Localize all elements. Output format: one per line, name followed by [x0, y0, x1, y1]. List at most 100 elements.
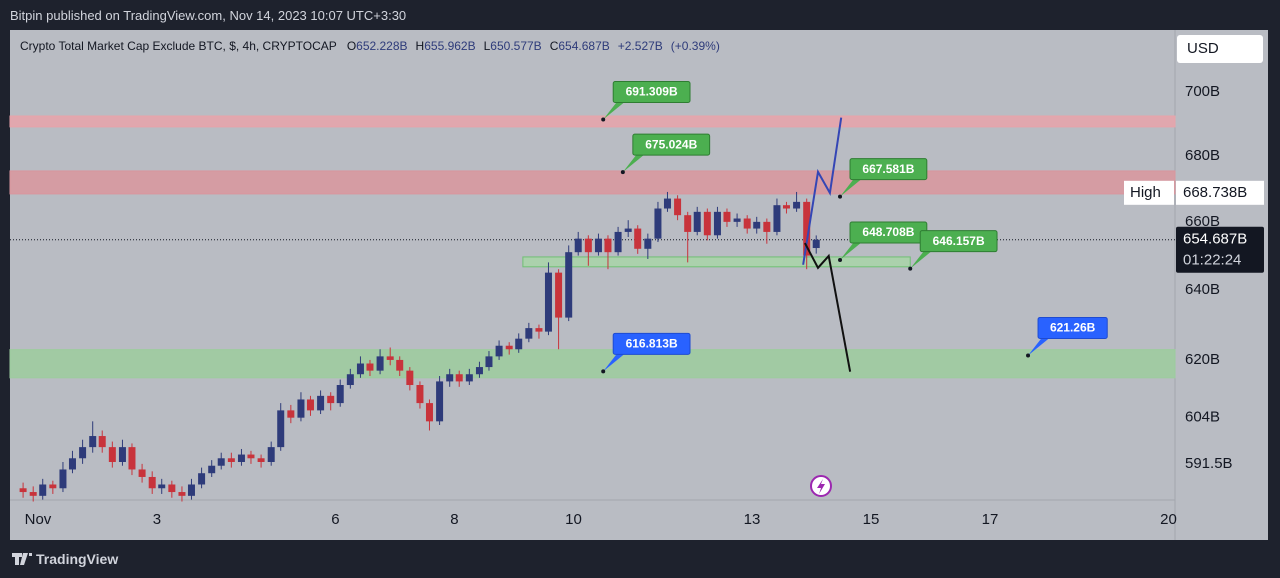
x-tick-label: 17 — [982, 511, 999, 528]
x-tick-label: 3 — [153, 511, 161, 528]
x-tick-label: 6 — [331, 511, 339, 528]
callout-box — [1037, 316, 1108, 339]
candle-body — [178, 492, 186, 496]
callout-anchor — [601, 369, 606, 374]
candle-body — [455, 374, 463, 382]
candle-body — [684, 215, 692, 232]
callout-pointer — [840, 241, 863, 260]
candle-body — [654, 208, 662, 239]
candle-body — [346, 374, 354, 386]
x-tick-label: 8 — [450, 511, 458, 528]
callout-anchor — [620, 170, 625, 175]
candle-body — [158, 484, 166, 489]
candle-body — [128, 447, 136, 470]
zone — [9, 115, 1176, 128]
callout-anchor — [838, 194, 843, 199]
callout-pointer — [622, 154, 645, 173]
candle-body — [306, 399, 314, 411]
event-icon-bolt — [817, 479, 825, 494]
change: +2.527B — [617, 39, 663, 53]
callout-box — [632, 133, 711, 156]
callout-box — [612, 332, 691, 355]
callout-label: 646.157B — [933, 234, 985, 248]
candle-body — [634, 228, 642, 249]
candle-body — [98, 436, 106, 448]
candle-body — [693, 211, 701, 232]
candle-body — [118, 447, 126, 462]
candle-body — [515, 338, 523, 350]
candle-body — [505, 345, 513, 350]
candle-body — [663, 198, 671, 209]
countdown: 01:22:24 — [1183, 252, 1241, 269]
callout-box — [849, 158, 928, 181]
candle-body — [79, 447, 87, 459]
currency-button[interactable]: USD — [1177, 35, 1263, 63]
callout-label: 648.708B — [862, 225, 914, 239]
callout-label: 675.024B — [645, 137, 697, 151]
candle-body — [247, 454, 255, 459]
candle-body — [475, 367, 483, 375]
callout-pointer — [603, 101, 626, 120]
candle-body — [674, 198, 682, 216]
callout-pointer — [910, 250, 933, 269]
x-tick-label: 20 — [1160, 511, 1177, 528]
candle-body — [793, 201, 801, 209]
ohlc-value: 650.577B — [490, 39, 542, 53]
candle-body — [68, 458, 76, 470]
candle-body — [703, 211, 711, 236]
zone — [522, 256, 911, 268]
candle-body — [574, 238, 582, 253]
candle-body — [148, 476, 156, 489]
candle-body — [733, 218, 741, 222]
zone — [9, 349, 1176, 379]
candle-body — [39, 484, 47, 496]
candle-body — [565, 252, 573, 318]
callout-label: 616.813B — [626, 336, 678, 350]
ohlc-value: 655.962B — [424, 39, 476, 53]
candle-body — [19, 488, 27, 493]
high-tag-name-box — [1124, 180, 1174, 205]
y-tick-label: 604B — [1185, 409, 1220, 426]
symbol-legend: Crypto Total Market Cap Exclude BTC, $, … — [20, 39, 728, 53]
callout-anchor — [1026, 353, 1031, 358]
candle-body — [485, 356, 493, 368]
y-tick-label: 620B — [1185, 351, 1220, 368]
candle-body — [773, 205, 781, 232]
candle-body — [168, 484, 176, 493]
candle-body — [763, 221, 771, 232]
candle-body — [336, 385, 344, 404]
candle-body — [366, 363, 374, 371]
candle-body — [436, 381, 444, 422]
candle-body — [317, 395, 325, 411]
candle-body — [782, 205, 790, 209]
publish-header: Bitpin published on TradingView.com, Nov… — [10, 8, 407, 23]
candle-body — [406, 370, 414, 386]
symbol-title: Crypto Total Market Cap Exclude BTC, $, … — [20, 39, 337, 53]
candle-body — [108, 447, 116, 462]
candle-body — [208, 465, 216, 474]
last-price-box — [1176, 226, 1264, 273]
candle-body — [555, 272, 563, 318]
x-tick-label: 15 — [863, 511, 880, 528]
candle-body — [257, 458, 265, 462]
candle-body — [812, 239, 820, 249]
candle-body — [446, 374, 454, 382]
candle-body — [277, 410, 285, 448]
callout-box — [612, 81, 691, 104]
candle-body — [753, 221, 761, 229]
candle-body — [624, 228, 632, 232]
x-tick-label: 10 — [565, 511, 582, 528]
candle-body — [29, 492, 37, 496]
candle-body — [297, 399, 305, 418]
zone — [9, 170, 1176, 195]
candle-body — [614, 231, 622, 253]
y-tick-label: 640B — [1185, 281, 1220, 298]
candle-body — [544, 272, 552, 332]
ohlc-key: H — [415, 39, 425, 53]
brand-logo — [12, 553, 32, 565]
candle-body — [644, 238, 652, 249]
callout-label: 621.26B — [1050, 321, 1096, 335]
high-tag-name: High — [1130, 184, 1161, 201]
callout-anchor — [838, 257, 843, 262]
x-tick-label: 13 — [744, 511, 761, 528]
